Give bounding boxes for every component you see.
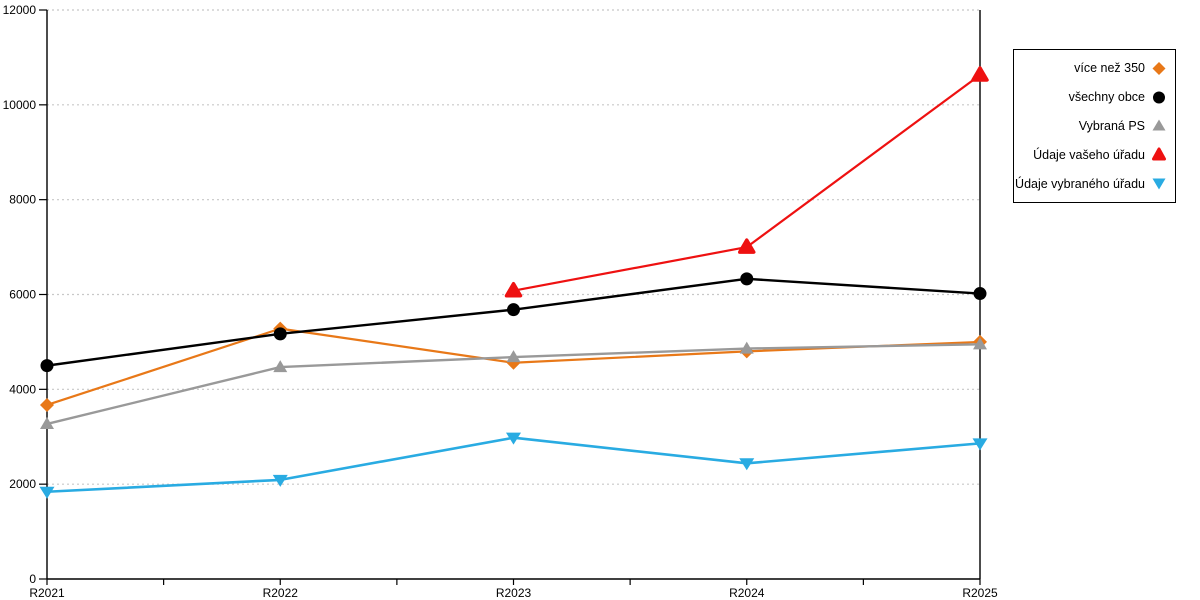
data-point-marker	[972, 438, 988, 451]
legend-item-label: Údaje vybraného úřadu	[1015, 176, 1145, 191]
triangle-up-round-icon	[1152, 147, 1166, 161]
data-point-marker	[273, 360, 288, 373]
data-point-marker	[506, 432, 521, 445]
x-tick-label: R2024	[729, 586, 765, 600]
y-tick-label: 2000	[9, 477, 36, 491]
series-3	[504, 66, 989, 298]
diamond-icon	[1152, 61, 1166, 75]
series-line	[512, 73, 982, 292]
data-point-marker	[973, 287, 987, 301]
legend-item-3: Údaje vašeho úřadu	[1018, 147, 1168, 162]
data-point-marker	[40, 397, 54, 412]
legend-item-0: více než 350	[1018, 61, 1168, 76]
circle-icon	[1153, 91, 1165, 104]
data-point-marker	[740, 272, 754, 286]
chart-legend: více než 350 všechny obce Vybraná PS Údaje …	[1013, 49, 1176, 203]
data-point-marker	[973, 337, 987, 350]
data-point-marker	[504, 281, 523, 298]
data-point-marker	[506, 350, 521, 363]
x-axis-ticks: R2021 R2022 R2023 R2024 R2025	[29, 579, 998, 600]
legend-item-label: Údaje vašeho úřadu	[1033, 147, 1145, 162]
series-0	[40, 321, 987, 412]
data-point-marker	[739, 341, 754, 354]
data-point-marker	[40, 359, 54, 373]
legend-item-label: všechny obce	[1068, 90, 1145, 105]
x-tick-label: R2023	[496, 586, 532, 600]
data-point-marker	[272, 474, 288, 487]
data-point-marker	[273, 327, 287, 341]
y-tick-label: 10000	[3, 98, 37, 112]
legend-item-label: více než 350	[1074, 61, 1145, 76]
legend-item-label: Vybraná PS	[1078, 118, 1145, 133]
series-4	[39, 432, 988, 499]
triangle-down-icon	[1152, 178, 1166, 190]
legend-item-4: Údaje vybraného úřadu	[1015, 176, 1168, 191]
y-tick-label: 8000	[9, 193, 36, 207]
triangle-up-icon	[1152, 119, 1166, 131]
data-point-marker	[971, 66, 989, 82]
legend-item-1: všechny obce	[1018, 90, 1168, 105]
y-axis-ticks: 0 2000 4000 6000 8000 10000 12000	[3, 3, 47, 586]
gridlines	[47, 9, 980, 485]
x-tick-label: R2025	[962, 586, 998, 600]
x-tick-label: R2022	[263, 586, 299, 600]
x-tick-label: R2021	[29, 586, 65, 600]
series-1	[40, 272, 987, 373]
legend-item-2: Vybraná PS	[1018, 118, 1168, 133]
y-tick-label: 0	[29, 572, 36, 586]
data-point-marker	[738, 238, 756, 254]
data-point-marker	[739, 458, 755, 471]
data-point-marker	[39, 486, 55, 499]
y-tick-label: 12000	[3, 3, 37, 17]
data-point-marker	[507, 303, 520, 317]
y-tick-label: 6000	[9, 288, 36, 302]
y-tick-label: 4000	[9, 382, 36, 396]
data-point-marker	[40, 416, 54, 429]
series-2	[40, 337, 987, 429]
